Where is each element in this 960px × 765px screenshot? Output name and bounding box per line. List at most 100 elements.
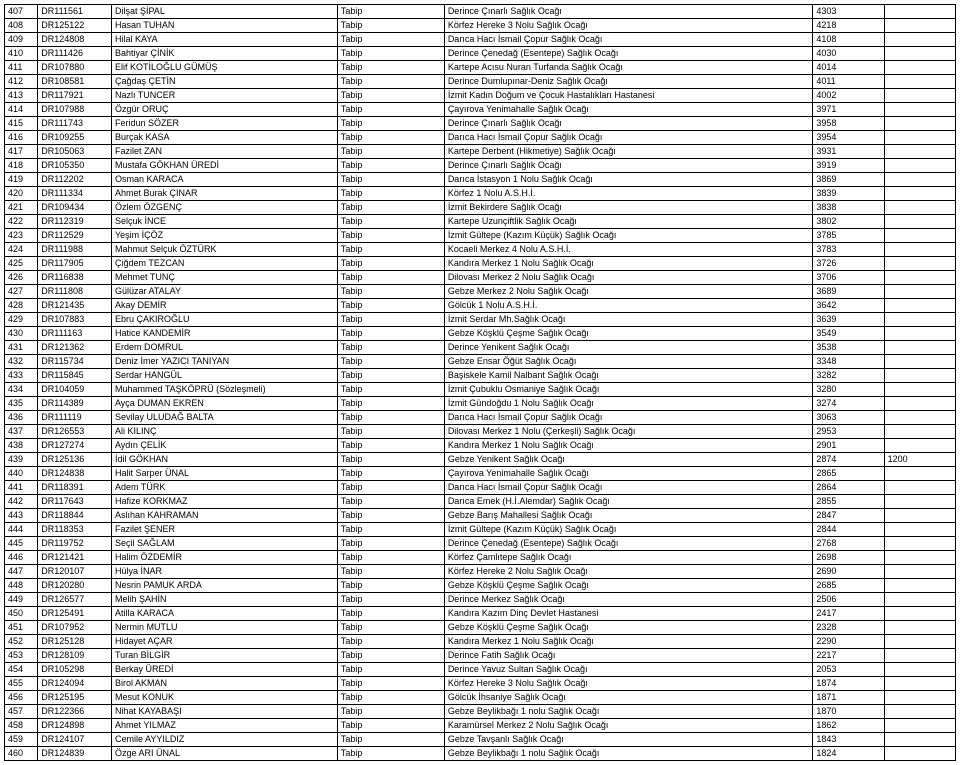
cell-num2 — [884, 691, 955, 705]
cell-name: Atilla KARACA — [111, 607, 337, 621]
cell-seq: 454 — [5, 663, 38, 677]
cell-id: DR105298 — [38, 663, 112, 677]
cell-num2 — [884, 565, 955, 579]
cell-seq: 459 — [5, 733, 38, 747]
cell-id: DR111808 — [38, 285, 112, 299]
table-row: 457DR122366Nihat KAYABAŞITabipGebze Beyl… — [5, 705, 956, 719]
cell-name: Ahmet Burak ÇINAR — [111, 187, 337, 201]
cell-num2 — [884, 579, 955, 593]
cell-seq: 452 — [5, 635, 38, 649]
cell-name: Serdar HANGÜL — [111, 369, 337, 383]
cell-id: DR107880 — [38, 61, 112, 75]
cell-title: Tabip — [337, 229, 444, 243]
cell-num1: 1870 — [813, 705, 884, 719]
cell-seq: 457 — [5, 705, 38, 719]
cell-place: Derince Çenedağ (Esentepe) Sağlık Ocağı — [444, 47, 813, 61]
cell-num1: 2901 — [813, 439, 884, 453]
cell-place: İzmit Gültepe (Kazım Küçük) Sağlık Ocağı — [444, 523, 813, 537]
cell-num2 — [884, 131, 955, 145]
cell-num1: 3063 — [813, 411, 884, 425]
table-row: 447DR120107Hülya İNARTabipKörfez Hereke … — [5, 565, 956, 579]
table-row: 456DR125195Mesut KONUKTabipGölcük İhsani… — [5, 691, 956, 705]
cell-id: DR115845 — [38, 369, 112, 383]
cell-title: Tabip — [337, 103, 444, 117]
cell-name: Özlem ÖZGENÇ — [111, 201, 337, 215]
cell-num1: 1862 — [813, 719, 884, 733]
table-row: 423DR112529Yeşim İÇÖZTabipİzmit Gültepe … — [5, 229, 956, 243]
table-row: 412DR108581Çağdaş ÇETİNTabipDerince Duml… — [5, 75, 956, 89]
cell-name: Erdem DOMRUL — [111, 341, 337, 355]
cell-num2 — [884, 677, 955, 691]
cell-seq: 450 — [5, 607, 38, 621]
cell-name: Ayça DUMAN EKREN — [111, 397, 337, 411]
cell-id: DR125491 — [38, 607, 112, 621]
cell-num1: 3639 — [813, 313, 884, 327]
cell-title: Tabip — [337, 579, 444, 593]
cell-name: Burçak KASA — [111, 131, 337, 145]
cell-seq: 431 — [5, 341, 38, 355]
table-row: 443DR118844Aslıhan KAHRAMANTabipGebze Ba… — [5, 509, 956, 523]
cell-place: İzmit Kadın Doğum ve Çocuk Hastalıkları … — [444, 89, 813, 103]
cell-name: Hafize KORKMAZ — [111, 495, 337, 509]
cell-name: Hilal KAYA — [111, 33, 337, 47]
table-row: 436DR111119Sevilay ULUDAĞ BALTATabipDarı… — [5, 411, 956, 425]
cell-place: Körfez Hereke 2 Nolu Sağlık Ocağı — [444, 565, 813, 579]
cell-title: Tabip — [337, 313, 444, 327]
cell-seq: 427 — [5, 285, 38, 299]
table-row: 452DR125128Hidayet AÇARTabipKandıra Merk… — [5, 635, 956, 649]
table-row: 416DR109255Burçak KASATabipDarıca Hacı İ… — [5, 131, 956, 145]
table-row: 433DR115845Serdar HANGÜLTabipBaşiskele K… — [5, 369, 956, 383]
cell-name: Özge ARI ÜNAL — [111, 747, 337, 761]
table-row: 420DR111334Ahmet Burak ÇINARTabipKörfez … — [5, 187, 956, 201]
cell-name: Çağdaş ÇETİN — [111, 75, 337, 89]
cell-num2 — [884, 467, 955, 481]
cell-id: DR105063 — [38, 145, 112, 159]
table-row: 446DR121421Halim ÖZDEMİRTabipKörfez Çaml… — [5, 551, 956, 565]
table-row: 429DR107883Ebru ÇAKIROĞLUTabipİzmit Serd… — [5, 313, 956, 327]
cell-title: Tabip — [337, 327, 444, 341]
cell-num2 — [884, 341, 955, 355]
cell-title: Tabip — [337, 663, 444, 677]
cell-place: Gebze Yenikent Sağlık Ocağı — [444, 453, 813, 467]
cell-place: Gebze Ensar Öğüt Sağlık Ocağı — [444, 355, 813, 369]
cell-name: Seçil SAĞLAM — [111, 537, 337, 551]
cell-id: DR124107 — [38, 733, 112, 747]
table-row: 424DR111988Mahmut Selçuk ÖZTÜRKTabipKoca… — [5, 243, 956, 257]
cell-place: İzmit Serdar Mh.Sağlık Ocağı — [444, 313, 813, 327]
cell-name: Osman KARACA — [111, 173, 337, 187]
cell-place: İzmit Gültepe (Kazım Küçük) Sağlık Ocağı — [444, 229, 813, 243]
cell-name: Mahmut Selçuk ÖZTÜRK — [111, 243, 337, 257]
cell-num2 — [884, 481, 955, 495]
table-row: 422DR112319Selçuk İNCETabipKartepe Uzunç… — [5, 215, 956, 229]
cell-name: Yeşim İÇÖZ — [111, 229, 337, 243]
table-row: 410DR111426Bahtiyar ÇİNİKTabipDerince Çe… — [5, 47, 956, 61]
cell-num1: 3689 — [813, 285, 884, 299]
cell-num2 — [884, 649, 955, 663]
cell-title: Tabip — [337, 187, 444, 201]
table-row: 432DR115734Deniz İmer YAZICI TANIYANTabi… — [5, 355, 956, 369]
cell-place: Darıca Hacı İsmail Çopur Sağlık Ocağı — [444, 481, 813, 495]
cell-place: Gebze Köşklü Çeşme Sağlık Ocağı — [444, 327, 813, 341]
cell-place: Körfez Hereke 3 Nolu Sağlık Ocağı — [444, 19, 813, 33]
cell-title: Tabip — [337, 355, 444, 369]
cell-num1: 3348 — [813, 355, 884, 369]
cell-place: Körfez Hereke 3 Nolu Sağlık Ocağı — [444, 677, 813, 691]
cell-id: DR111743 — [38, 117, 112, 131]
table-row: 442DR117643Hafize KORKMAZTabipDarıca Eme… — [5, 495, 956, 509]
cell-num1: 4002 — [813, 89, 884, 103]
cell-num2 — [884, 47, 955, 61]
cell-name: Selçuk İNCE — [111, 215, 337, 229]
table-row: 455DR124094Birol AKMANTabipKörfez Hereke… — [5, 677, 956, 691]
cell-place: Gebze Barış Mahallesi Sağlık Ocağı — [444, 509, 813, 523]
cell-name: Melih ŞAHİN — [111, 593, 337, 607]
cell-num2 — [884, 425, 955, 439]
cell-title: Tabip — [337, 215, 444, 229]
cell-id: DR126553 — [38, 425, 112, 439]
cell-id: DR114389 — [38, 397, 112, 411]
cell-num1: 2053 — [813, 663, 884, 677]
table-row: 413DR117921Nazlı TUNCERTabipİzmit Kadın … — [5, 89, 956, 103]
cell-seq: 430 — [5, 327, 38, 341]
cell-seq: 438 — [5, 439, 38, 453]
cell-id: DR111163 — [38, 327, 112, 341]
cell-seq: 460 — [5, 747, 38, 761]
